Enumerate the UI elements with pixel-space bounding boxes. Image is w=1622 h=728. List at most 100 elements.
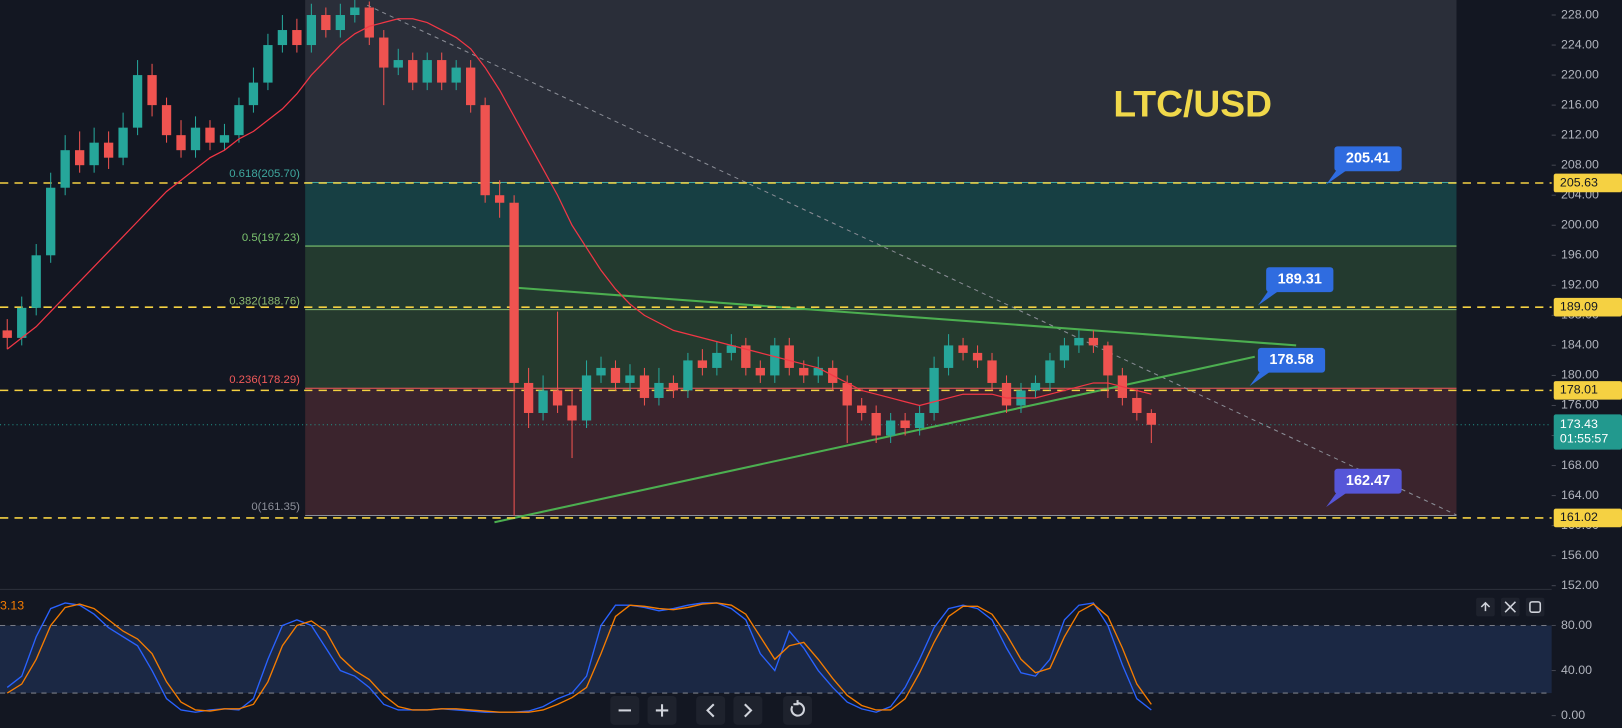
candle-body — [118, 127, 128, 158]
level-axis-label: 189.09 — [1560, 299, 1598, 313]
triangle-upper — [513, 286, 1297, 347]
fib-zone — [305, 388, 1457, 516]
candle-body — [900, 420, 910, 428]
candle-body — [639, 375, 650, 398]
candle-body — [379, 37, 389, 68]
oscillator-line — [6, 602, 1152, 713]
scroll-left-button[interactable] — [696, 695, 726, 725]
candle-body — [625, 375, 635, 383]
candle-body — [31, 255, 41, 308]
close-pane-button[interactable] — [1500, 597, 1520, 617]
y-tick-label: 208.00 — [1561, 157, 1599, 171]
candle-body — [1059, 345, 1070, 361]
candle-body — [1045, 360, 1055, 383]
candle-body — [842, 382, 852, 406]
candle-body — [263, 45, 273, 83]
fib-zone — [305, 182, 1457, 247]
candle-body — [523, 382, 534, 413]
candle-body — [857, 405, 867, 413]
candle-body — [509, 202, 519, 383]
last-price-label: 173.43 — [1560, 417, 1598, 431]
fib-label: 0(161.35) — [251, 501, 300, 513]
zoom-out-button[interactable] — [610, 695, 640, 725]
candle-body — [683, 360, 693, 391]
last-price-box — [1553, 414, 1622, 450]
y-tick-label: 220.00 — [1561, 67, 1599, 81]
level-axis-label: 178.01 — [1560, 383, 1598, 397]
candle-body — [943, 345, 954, 368]
candle-body — [147, 75, 157, 106]
candle-body — [1001, 382, 1012, 406]
candle-body — [437, 60, 447, 83]
callout-box — [1266, 267, 1334, 293]
fib-label: 0.382(188.76) — [229, 295, 300, 307]
candle-body — [697, 360, 708, 368]
y-tick-label: 192.00 — [1561, 278, 1599, 292]
candle-body — [321, 15, 331, 31]
level-axis-label: 205.63 — [1560, 175, 1598, 189]
candle-body — [161, 105, 172, 136]
y-tick-label: 180.00 — [1561, 368, 1599, 382]
candle-body — [205, 127, 215, 143]
y-tick-label: 216.00 — [1561, 97, 1599, 111]
y-tick-label: 212.00 — [1561, 127, 1599, 141]
fib-zones: 0.618(205.70) 0.5(197.23) 0.382(188.76) 0.2… — [229, 168, 1457, 516]
candle-body — [422, 60, 432, 83]
level-axis-box — [1553, 381, 1622, 400]
candle-body — [581, 375, 592, 421]
callout-label: 178.58 — [1269, 352, 1313, 368]
candle-body — [132, 75, 143, 128]
oscillator-value: 3.13 — [0, 598, 24, 612]
candle-body — [813, 367, 823, 376]
candle-body — [364, 7, 374, 38]
candle-body — [871, 412, 881, 436]
y-tick-label: 156.00 — [1561, 548, 1599, 562]
candle-body — [89, 142, 99, 166]
y-tick-label: 0.00 — [1561, 708, 1585, 722]
candle-body — [972, 352, 983, 361]
candle-body — [552, 390, 563, 406]
y-tick-label: 196.00 — [1561, 248, 1599, 262]
candle-body — [176, 135, 186, 151]
candle-body — [654, 382, 664, 398]
drawings — [367, 4, 1457, 524]
callout-box — [1334, 468, 1402, 494]
candle-body — [46, 187, 56, 256]
candle-body — [596, 367, 606, 376]
candle-body — [408, 60, 418, 83]
level-axis-label: 161.02 — [1560, 510, 1598, 524]
oscillator-line — [6, 602, 1152, 713]
y-tick-label: 40.00 — [1561, 663, 1592, 677]
zoom-in-button[interactable] — [647, 695, 677, 725]
candle-body — [726, 345, 737, 353]
candle-body — [74, 150, 85, 166]
plot: 205.63 189.09 178.01 161.02 205.41 189.31 178.… — [0, 0, 1622, 528]
y-tick-label: 80.00 — [1561, 618, 1592, 632]
candle-body — [277, 30, 288, 46]
maximize-pane-button[interactable] — [1525, 597, 1545, 617]
reset-button[interactable] — [783, 695, 813, 725]
candle-body — [755, 367, 765, 376]
candle-body — [1146, 412, 1156, 425]
candle-body — [567, 405, 577, 421]
callout-pointer — [1249, 371, 1271, 387]
fib-label: 0.618(205.70) — [229, 168, 300, 180]
y-tick-label: 200.00 — [1561, 218, 1599, 232]
candle-body — [335, 15, 345, 31]
callout-box — [1334, 146, 1402, 172]
candle-body — [451, 67, 461, 83]
scroll-right-button[interactable] — [733, 695, 763, 725]
level-axis-box — [1553, 297, 1622, 317]
candle-body — [958, 345, 968, 353]
countdown-label: 01:55:57 — [1560, 432, 1608, 446]
candle-body — [784, 345, 794, 368]
candle-body — [103, 142, 114, 158]
callout-box — [1257, 347, 1326, 373]
candle-body — [668, 382, 679, 391]
candle-body — [538, 390, 548, 413]
move-up-button[interactable] — [1476, 597, 1495, 617]
candle-body — [190, 127, 201, 151]
level-axis-box — [1553, 508, 1622, 528]
candle-body — [799, 367, 809, 376]
